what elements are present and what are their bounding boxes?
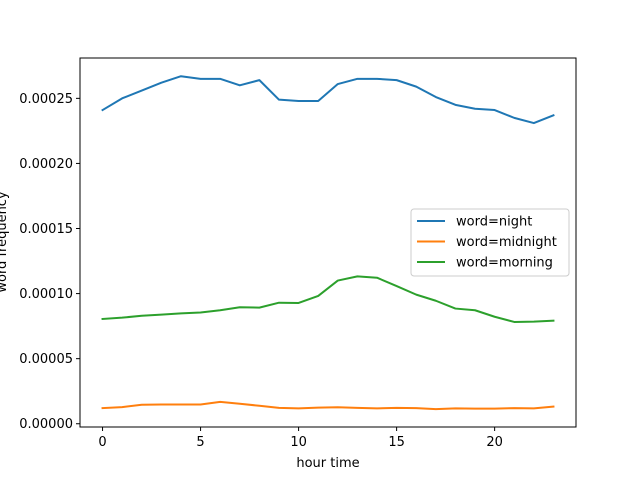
y-tick-label: 0.00010	[19, 287, 73, 302]
series-line-word-morning	[101, 275, 555, 323]
legend: word=night word=midnight word=morning	[410, 208, 570, 277]
series-line-word-midnight	[101, 400, 555, 411]
y-axis-label: word frequency	[0, 191, 10, 293]
x-tick-label: 0	[98, 435, 106, 450]
y-axis-ticks: 0.00000 0.00005 0.00010 0.00015 0.00020 0.000…	[19, 92, 80, 432]
y-tick-label: 0.00015	[19, 222, 73, 237]
plot-frame	[79, 57, 577, 428]
series-line-word-night	[101, 75, 555, 125]
x-axis-label: hour time	[296, 456, 359, 471]
series-layer	[101, 75, 555, 411]
y-tick-label: 0.00000	[19, 417, 73, 432]
legend-label: word=morning	[456, 256, 553, 271]
y-tick-label: 0.00005	[19, 352, 73, 367]
x-tick-label: 20	[486, 435, 503, 450]
legend-label: word=midnight	[456, 235, 557, 250]
x-tick-label: 5	[196, 435, 204, 450]
x-axis-ticks: 0 5 10 15 20	[98, 427, 503, 450]
y-tick-label: 0.00025	[19, 92, 73, 107]
legend-box	[410, 208, 570, 277]
y-tick-label: 0.00020	[19, 157, 73, 172]
legend-label: word=night	[456, 215, 532, 230]
x-tick-label: 15	[388, 435, 405, 450]
x-tick-label: 10	[290, 435, 307, 450]
